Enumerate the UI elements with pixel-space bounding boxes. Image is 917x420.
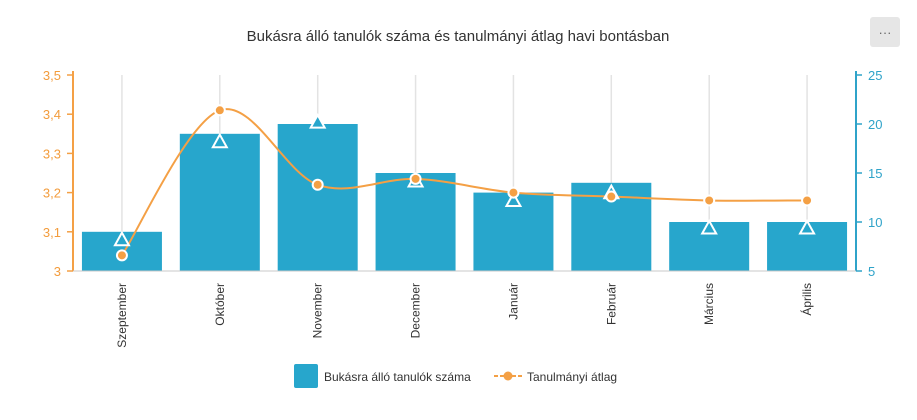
bar[interactable] [179, 133, 260, 271]
line-point[interactable] [213, 104, 226, 117]
triangle-marker[interactable] [308, 112, 327, 129]
axis-layer [67, 71, 862, 272]
chart-title: Bukásra álló tanulók száma és tanulmányi… [247, 28, 670, 45]
chart-menu-button[interactable]: ··· [870, 17, 900, 47]
category-label: Január [506, 283, 520, 320]
triangle-marker[interactable] [700, 218, 718, 235]
triangle-marker[interactable] [798, 218, 816, 235]
line-point[interactable] [801, 194, 814, 207]
legend-bar-label[interactable]: Bukásra álló tanulók száma [324, 370, 471, 384]
category-label: Február [604, 283, 618, 325]
left-tick-label: 3,2 [43, 186, 61, 201]
legend-line-marker [503, 371, 513, 381]
legend-line-label[interactable]: Tanulmányi átlag [527, 370, 617, 384]
left-tick-label: 3,5 [43, 68, 61, 83]
triangle-marker[interactable] [504, 191, 523, 208]
line-point[interactable] [115, 249, 128, 262]
line-point[interactable] [605, 190, 618, 203]
line-point[interactable] [507, 186, 520, 199]
line-point[interactable] [409, 172, 422, 185]
left-tick-label: 3,1 [43, 225, 61, 240]
category-label: November [311, 283, 325, 338]
line-point[interactable] [311, 178, 324, 191]
bar[interactable] [375, 173, 456, 271]
label-layer: 3 3,1 3,2 3,3 3,4 3,5 5 10 15 20 25 Szeptember Októb… [43, 68, 883, 348]
category-label: Március [702, 283, 716, 325]
right-tick-label: 20 [868, 117, 882, 132]
category-label: Április [799, 283, 814, 316]
right-tick-label: 25 [868, 68, 882, 83]
right-tick-label: 10 [868, 215, 882, 230]
category-label: Október [213, 283, 227, 326]
legend[interactable]: Bukásra álló tanulók száma Tanulmányi átl… [294, 364, 617, 388]
legend-bar-swatch [294, 364, 318, 388]
category-label: December [409, 283, 423, 338]
triangle-marker[interactable] [113, 230, 131, 247]
triangle-marker[interactable] [211, 132, 229, 149]
right-tick-label: 15 [868, 166, 882, 181]
category-label: Szeptember [115, 283, 129, 348]
right-tick-label: 5 [868, 264, 875, 279]
left-tick-label: 3,4 [43, 107, 61, 122]
line-point[interactable] [703, 194, 716, 207]
left-tick-label: 3,3 [43, 146, 61, 161]
bar-layer [81, 124, 848, 271]
left-tick-label: 3 [54, 264, 61, 279]
more-dots-icon: ··· [878, 24, 892, 40]
bar[interactable] [277, 124, 358, 271]
line-layer [113, 104, 816, 262]
